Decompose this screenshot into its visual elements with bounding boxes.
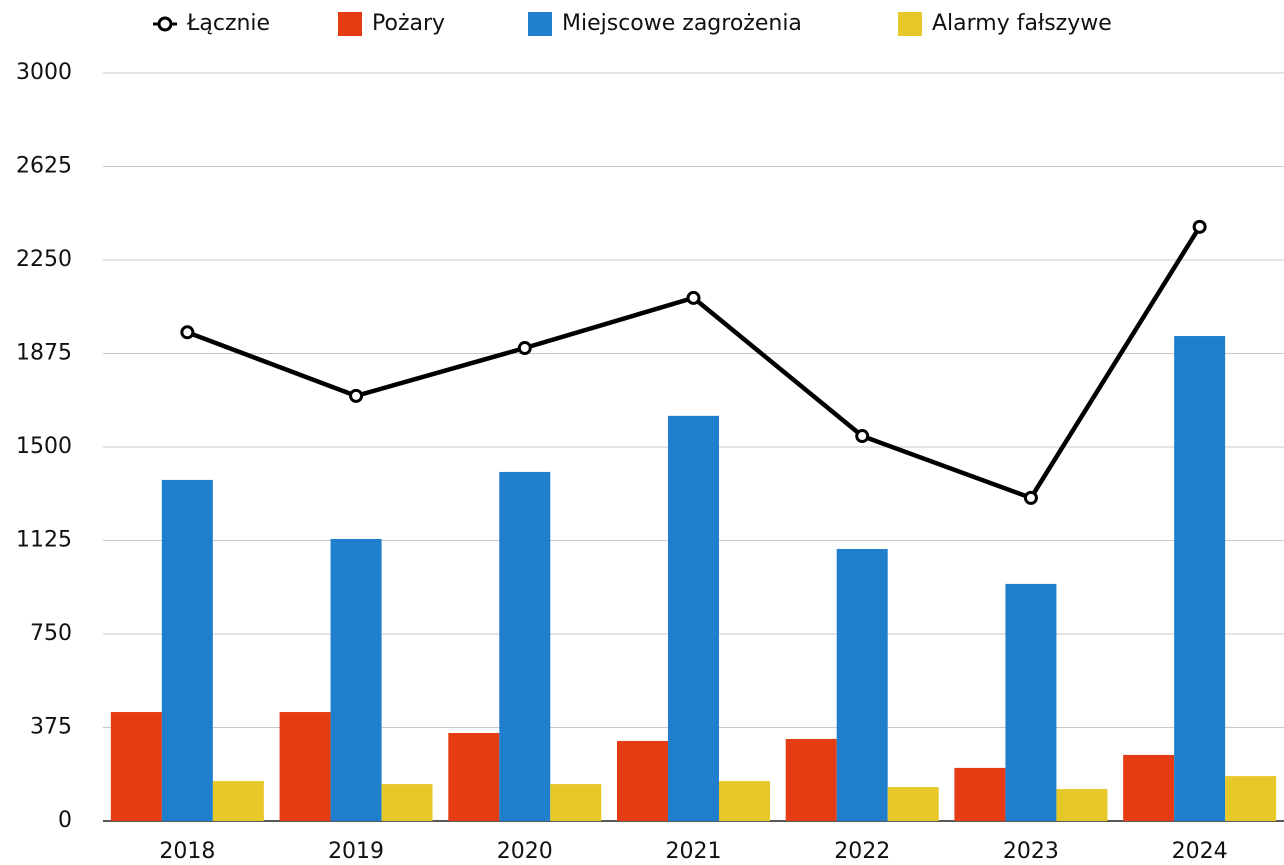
bar xyxy=(836,548,888,821)
y-tick-label: 1875 xyxy=(16,341,72,366)
legend-label: Alarmy fałszywe xyxy=(932,11,1112,36)
bar xyxy=(1056,789,1108,821)
y-tick-label: 2250 xyxy=(16,247,72,272)
bar xyxy=(110,712,162,821)
bar xyxy=(1225,776,1277,821)
bar xyxy=(785,738,837,821)
bar xyxy=(381,784,433,821)
bar xyxy=(499,471,551,821)
bar xyxy=(448,732,500,821)
bar xyxy=(668,415,719,821)
x-tick-label: 2020 xyxy=(497,839,553,864)
x-tick-label: 2021 xyxy=(666,839,722,864)
point xyxy=(180,325,195,340)
bar xyxy=(161,479,213,821)
bar xyxy=(887,787,939,821)
bar xyxy=(1174,336,1226,821)
y-tick-label: 3000 xyxy=(16,60,72,85)
bar xyxy=(330,539,382,821)
y-tick-label: 1125 xyxy=(16,528,72,553)
legend-swatch xyxy=(528,12,552,36)
legend-swatch xyxy=(338,12,362,36)
bar xyxy=(617,740,668,821)
point xyxy=(1023,490,1038,505)
point xyxy=(855,429,870,444)
x-tick-label: 2023 xyxy=(1003,839,1059,864)
y-tick-label: 0 xyxy=(58,808,72,833)
legend-swatch xyxy=(898,12,922,36)
point xyxy=(517,341,532,356)
legend-label: Miejscowe zagrożenia xyxy=(562,11,802,36)
bar xyxy=(279,712,331,821)
point xyxy=(349,388,364,403)
legend-marker xyxy=(157,16,173,32)
y-tick-label: 750 xyxy=(30,621,72,646)
bar xyxy=(212,781,264,821)
point xyxy=(686,290,701,305)
x-tick-label: 2019 xyxy=(328,839,384,864)
y-tick-label: 1500 xyxy=(16,434,72,459)
legend-label: Pożary xyxy=(372,11,445,36)
x-tick-label: 2022 xyxy=(834,839,890,864)
bar xyxy=(550,784,602,821)
y-tick-label: 2625 xyxy=(16,154,72,179)
bar xyxy=(719,781,770,821)
legend-label: Łącznie xyxy=(186,11,270,36)
bar xyxy=(1123,754,1175,821)
y-tick-label: 375 xyxy=(30,715,72,740)
point xyxy=(1192,219,1207,234)
bar xyxy=(1005,583,1057,821)
x-tick-label: 2024 xyxy=(1172,839,1228,864)
x-tick-label: 2018 xyxy=(159,839,215,864)
bar xyxy=(954,767,1006,821)
